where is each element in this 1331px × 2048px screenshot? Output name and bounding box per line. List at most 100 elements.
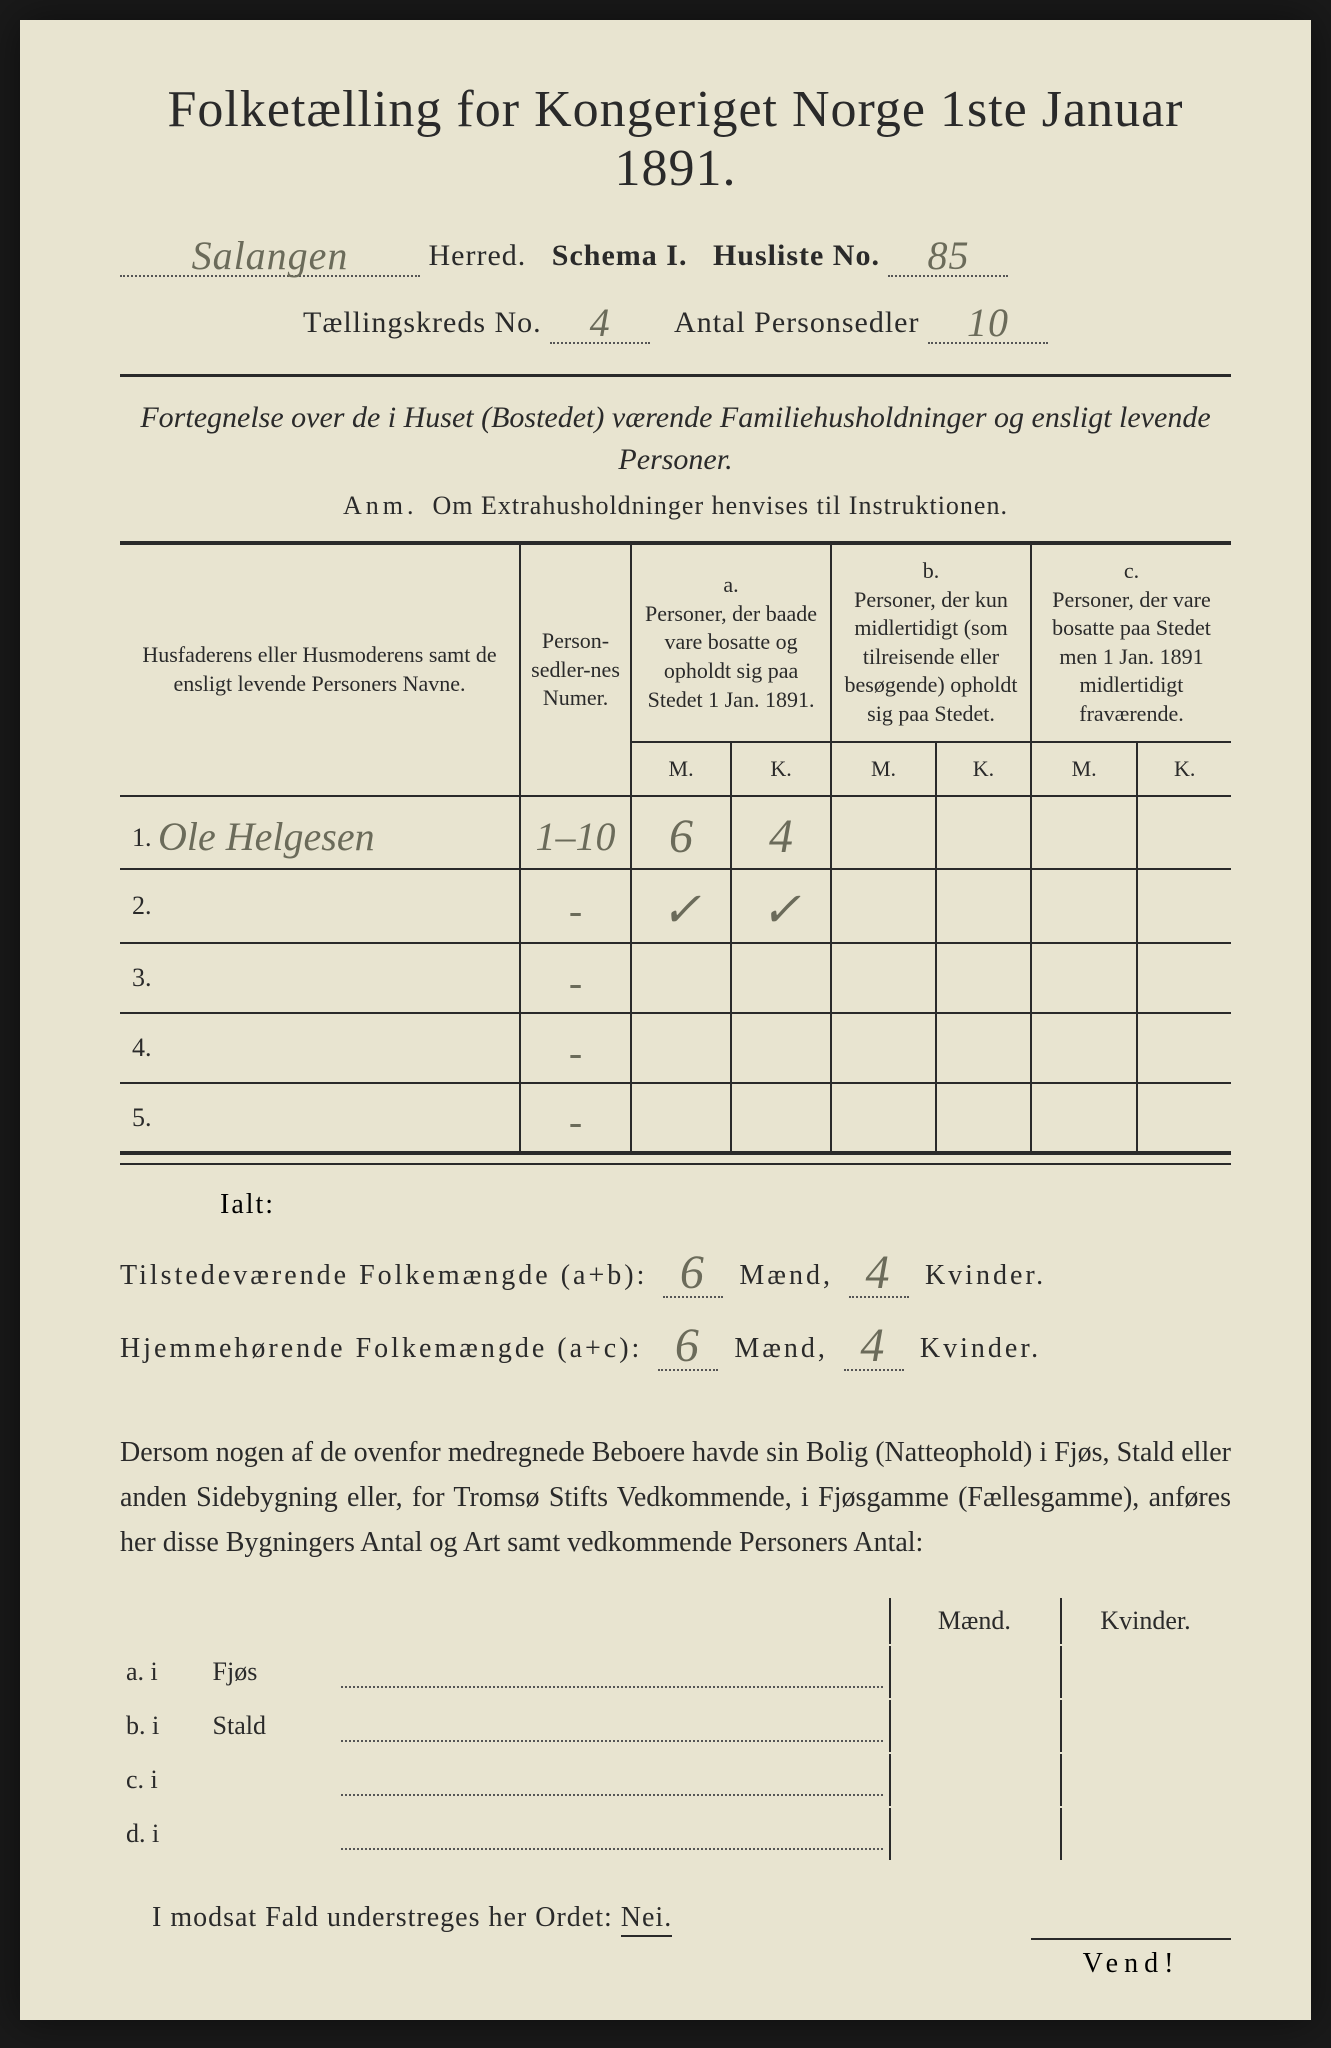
table-row: 1. Ole Helgesen1–1064 bbox=[120, 796, 1231, 869]
outbuild-letter: c. i bbox=[122, 1754, 207, 1806]
outbuild-kvinder: Kvinder. bbox=[1060, 1598, 1229, 1644]
row-cM bbox=[1031, 796, 1137, 869]
header-line-1: Salangen Herred. Schema I. Husliste No. … bbox=[120, 228, 1231, 277]
row-cM bbox=[1031, 943, 1137, 1013]
row-cM bbox=[1031, 1013, 1137, 1083]
census-form-page: Folketælling for Kongeriget Norge 1ste J… bbox=[20, 20, 1311, 2020]
anm-text: Om Extrahusholdninger henvises til Instr… bbox=[433, 491, 1008, 520]
row-name: 1. Ole Helgesen bbox=[120, 796, 520, 869]
nei-line: I modsat Fald understreges her Ordet: Ne… bbox=[120, 1902, 1231, 1934]
personsedler-value: 10 bbox=[967, 300, 1009, 345]
col-b-m: M. bbox=[831, 742, 936, 797]
outbuild-type: Stald bbox=[209, 1700, 336, 1752]
outbuild-letter: a. i bbox=[122, 1646, 207, 1698]
row-bM bbox=[831, 869, 936, 943]
row-name: 4. bbox=[120, 1013, 520, 1083]
personsedler-label: Antal Personsedler bbox=[674, 306, 919, 339]
row-cK bbox=[1137, 1083, 1231, 1153]
row-num: 1–10 bbox=[520, 796, 631, 869]
row-aK: ✓ bbox=[731, 869, 831, 943]
col-a-m: M. bbox=[631, 742, 731, 797]
col-name-header: Husfaderens eller Husmoderens samt de en… bbox=[120, 543, 520, 796]
anm-label: Anm. bbox=[343, 491, 418, 520]
sum1-k: 4 bbox=[865, 1246, 892, 1299]
sum-home: Hjemmehørende Folkemængde (a+c): 6 Mænd,… bbox=[120, 1314, 1231, 1371]
kreds-value: 4 bbox=[590, 300, 611, 345]
ialt-label: Ialt: bbox=[220, 1189, 1231, 1221]
row-aK bbox=[731, 1013, 831, 1083]
header-line-2: Tællingskreds No. 4 Antal Personsedler 1… bbox=[120, 295, 1231, 344]
sum2-m: 6 bbox=[675, 1319, 702, 1372]
row-num: - bbox=[520, 869, 631, 943]
outbuild-row: c. i bbox=[122, 1754, 1229, 1806]
outbuild-type bbox=[209, 1754, 336, 1806]
herred-value: Salangen bbox=[192, 233, 349, 278]
row-bK bbox=[936, 1013, 1031, 1083]
row-name: 3. bbox=[120, 943, 520, 1013]
outbuilding-paragraph: Dersom nogen af de ovenfor medregnede Be… bbox=[120, 1431, 1231, 1565]
row-num: - bbox=[520, 1013, 631, 1083]
husliste-label: Husliste No. bbox=[713, 239, 880, 272]
row-aK: 4 bbox=[731, 796, 831, 869]
row-aM bbox=[631, 943, 731, 1013]
row-bM bbox=[831, 796, 936, 869]
outbuilding-table: Mænd. Kvinder. a. iFjøs b. iStald c. i d… bbox=[120, 1596, 1231, 1862]
row-name: 5. bbox=[120, 1083, 520, 1153]
col-num-header: Person-sedler-nes Numer. bbox=[520, 543, 631, 796]
row-aM bbox=[631, 1083, 731, 1153]
schema-label: Schema I. bbox=[552, 239, 688, 272]
household-table: Husfaderens eller Husmoderens samt de en… bbox=[120, 541, 1231, 1155]
row-bK bbox=[936, 1083, 1031, 1153]
outbuild-k bbox=[1060, 1646, 1229, 1698]
husliste-value: 85 bbox=[927, 233, 969, 278]
row-bK bbox=[936, 869, 1031, 943]
outbuild-type: Fjøs bbox=[209, 1646, 336, 1698]
vend-label: Vend! bbox=[1031, 1938, 1231, 1980]
outbuild-k bbox=[1060, 1754, 1229, 1806]
annotation-line: Anm. Om Extrahusholdninger henvises til … bbox=[120, 491, 1231, 521]
row-bM bbox=[831, 1083, 936, 1153]
outbuild-m bbox=[889, 1754, 1058, 1806]
row-cK bbox=[1137, 943, 1231, 1013]
table-row: 4. - bbox=[120, 1013, 1231, 1083]
row-bK bbox=[936, 796, 1031, 869]
rule-under-table bbox=[120, 1163, 1231, 1165]
kreds-label: Tællingskreds No. bbox=[303, 306, 542, 339]
table-row: 2. -✓✓ bbox=[120, 869, 1231, 943]
table-row: 3. - bbox=[120, 943, 1231, 1013]
herred-label: Herred. bbox=[429, 239, 527, 272]
row-name-value: Ole Helgesen bbox=[158, 814, 375, 859]
outbuild-m bbox=[889, 1646, 1058, 1698]
table-body: 1. Ole Helgesen1–10642. -✓✓3. -4. -5. - bbox=[120, 796, 1231, 1153]
col-c-m: M. bbox=[1031, 742, 1137, 797]
col-a-header: a. Personer, der baade vare bosatte og o… bbox=[631, 543, 831, 742]
row-cK bbox=[1137, 796, 1231, 869]
row-num: - bbox=[520, 1083, 631, 1153]
col-b-header: b. Personer, der kun midlertidigt (som t… bbox=[831, 543, 1031, 742]
row-aM: ✓ bbox=[631, 869, 731, 943]
col-a-k: K. bbox=[731, 742, 831, 797]
row-cM bbox=[1031, 869, 1137, 943]
col-c-header: c. Personer, der vare bosatte paa Stedet… bbox=[1031, 543, 1231, 742]
outbuild-m bbox=[889, 1700, 1058, 1752]
outbuild-letter: b. i bbox=[122, 1700, 207, 1752]
outbuild-letter: d. i bbox=[122, 1808, 207, 1860]
row-aM: 6 bbox=[631, 796, 731, 869]
outbuild-k bbox=[1060, 1700, 1229, 1752]
row-aK bbox=[731, 1083, 831, 1153]
row-cK bbox=[1137, 869, 1231, 943]
row-aK bbox=[731, 943, 831, 1013]
row-num: - bbox=[520, 943, 631, 1013]
outbuild-m bbox=[889, 1808, 1058, 1860]
row-aM bbox=[631, 1013, 731, 1083]
page-title: Folketælling for Kongeriget Norge 1ste J… bbox=[120, 80, 1231, 198]
subtitle: Fortegnelse over de i Huset (Bostedet) v… bbox=[120, 397, 1231, 481]
outbuild-body: a. iFjøs b. iStald c. i d. i bbox=[122, 1646, 1229, 1860]
outbuild-row: d. i bbox=[122, 1808, 1229, 1860]
row-bK bbox=[936, 943, 1031, 1013]
nei-word: Nei. bbox=[621, 1902, 672, 1937]
row-name: 2. bbox=[120, 869, 520, 943]
outbuild-row: a. iFjøs bbox=[122, 1646, 1229, 1698]
outbuild-type bbox=[209, 1808, 336, 1860]
col-b-k: K. bbox=[936, 742, 1031, 797]
